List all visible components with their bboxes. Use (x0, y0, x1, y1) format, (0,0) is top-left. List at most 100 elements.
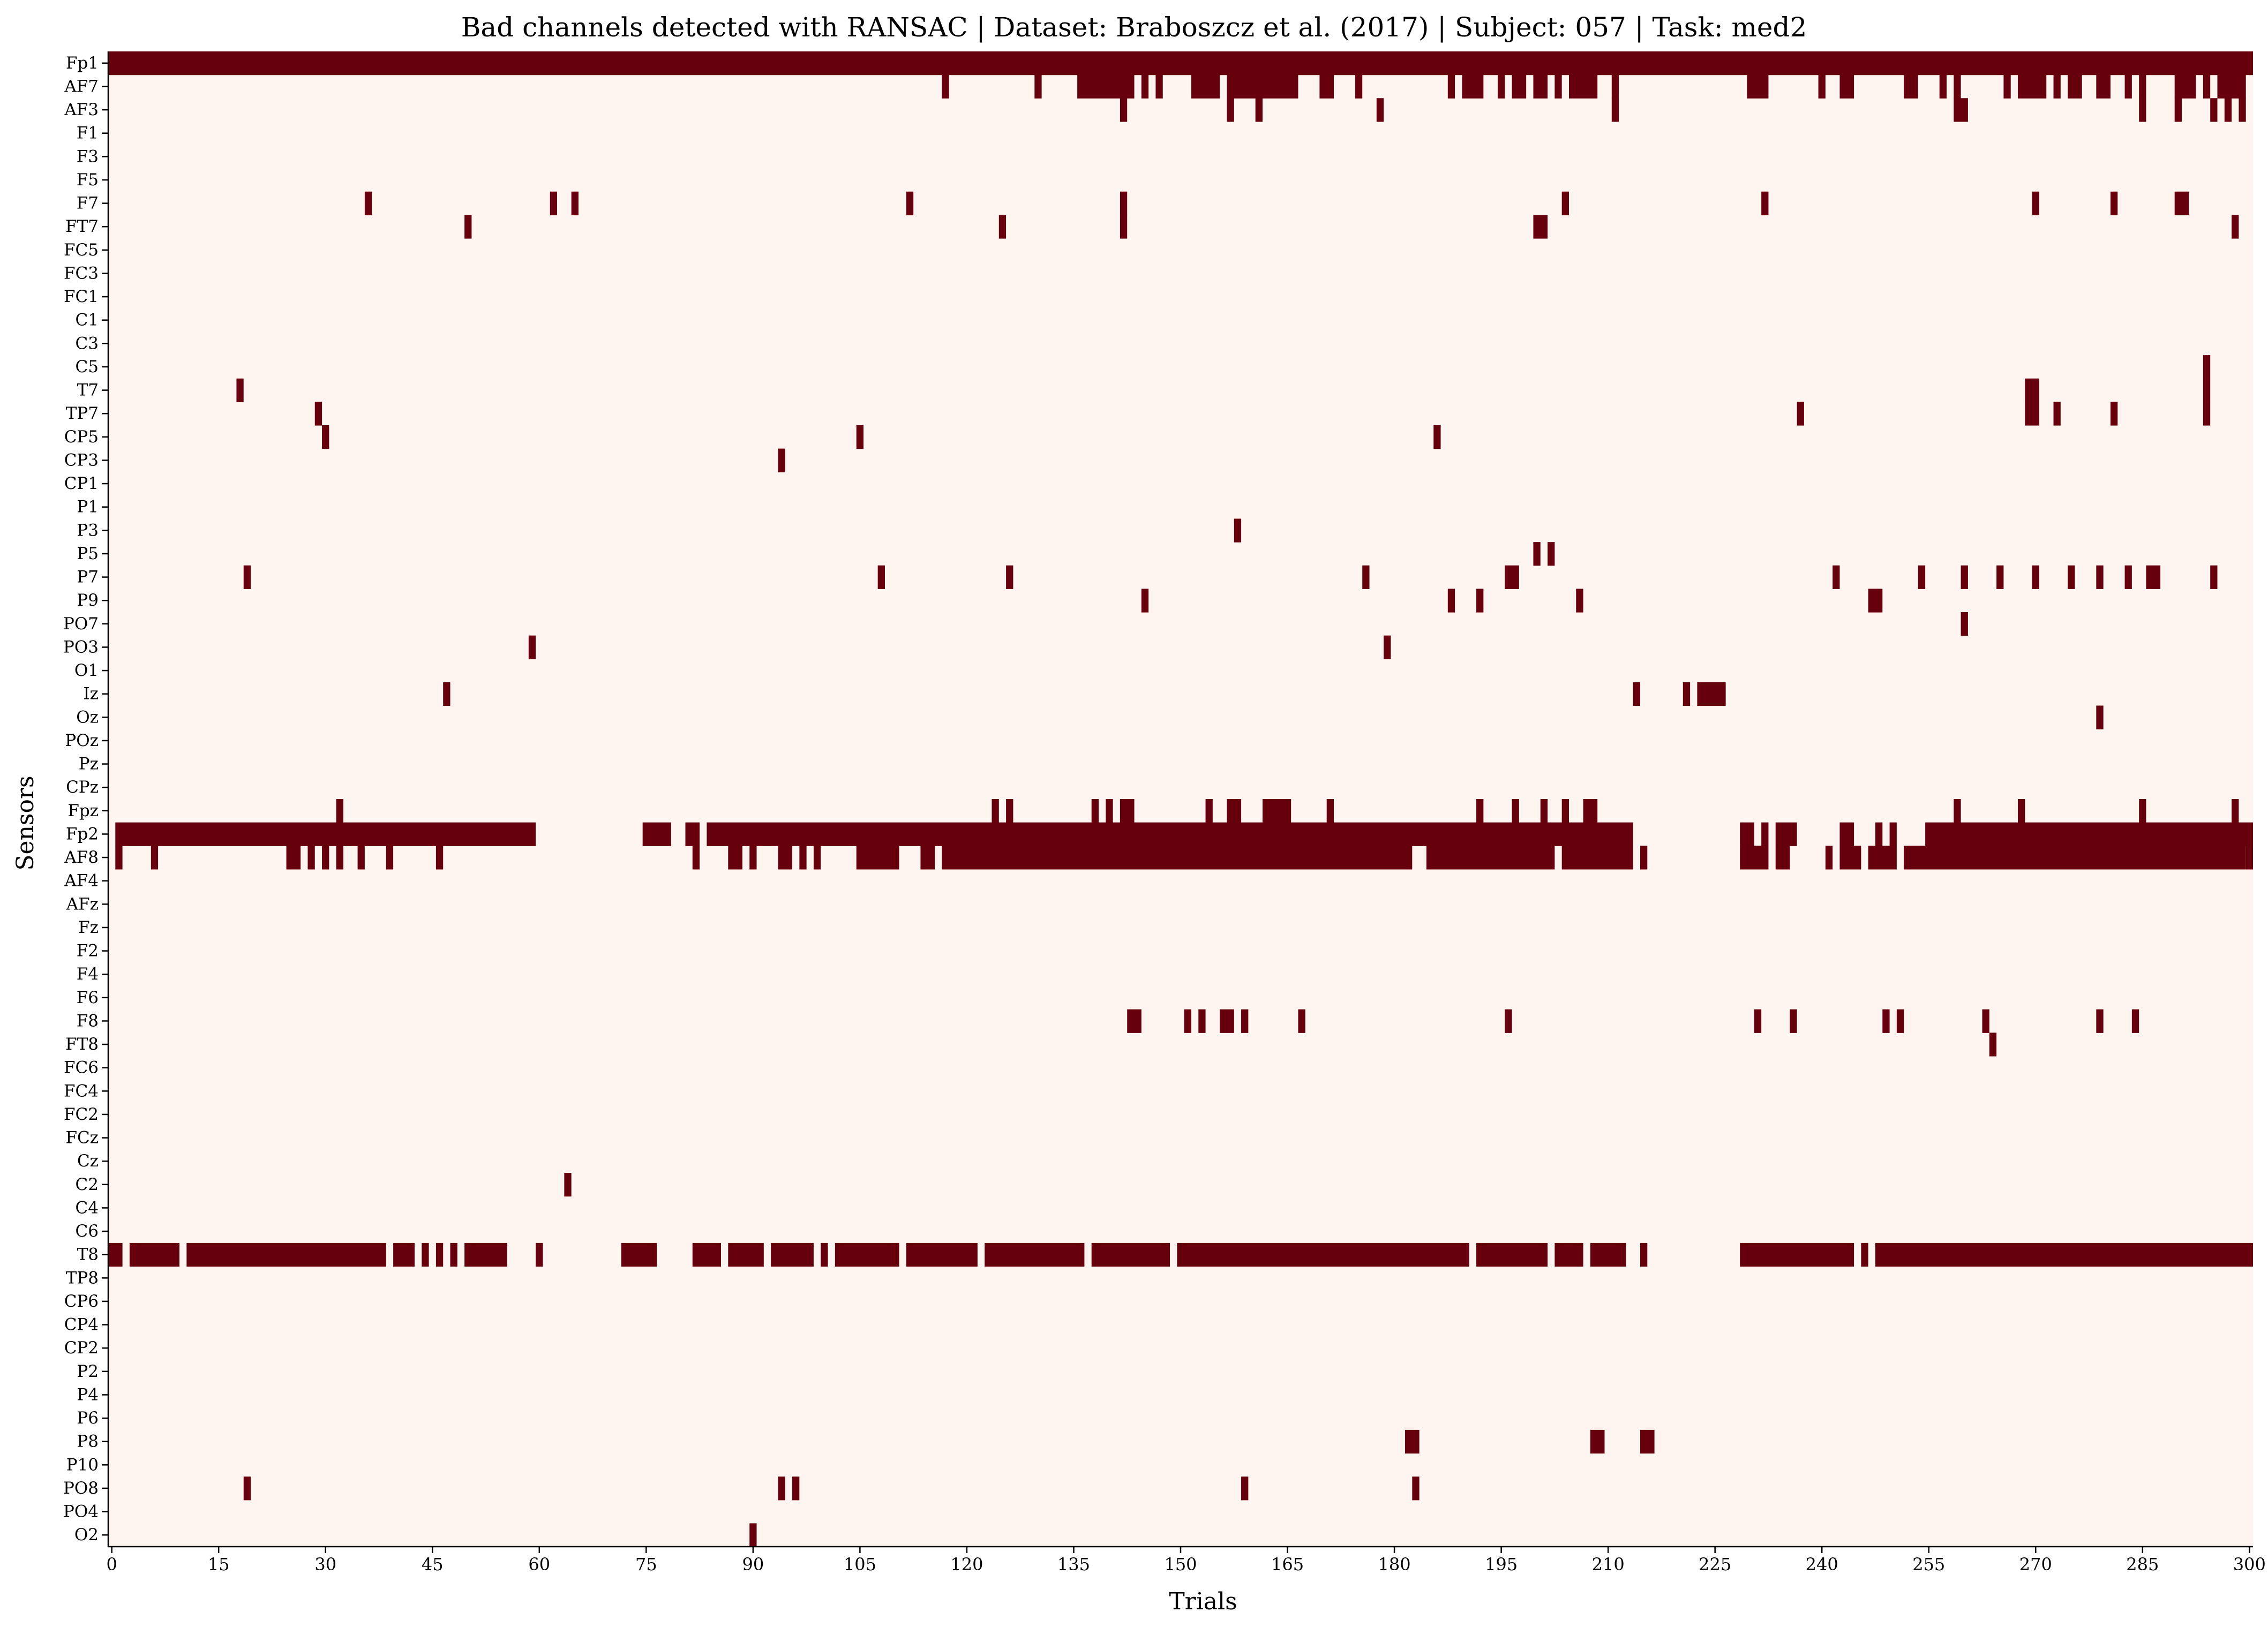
y-tick-label-P8: P8 (77, 1432, 99, 1451)
bad-cell-AF8-23 (1825, 846, 1833, 870)
y-tick-label-PO3: PO3 (63, 637, 99, 657)
bad-cell-AF7-7 (1319, 74, 1334, 99)
bad-cell-P3-0 (1234, 518, 1242, 543)
x-tick-label-30: 30 (314, 1554, 336, 1575)
y-tick-label-F5: F5 (77, 170, 99, 190)
bad-cell-TP7-5 (2203, 402, 2211, 426)
chart-title: Bad channels detected with RANSAC | Data… (461, 12, 1807, 43)
bad-cell-T8-10 (692, 1242, 721, 1267)
x-tick-label-60: 60 (528, 1554, 550, 1575)
bad-cell-AF8-20 (1640, 846, 1648, 870)
bad-cell-AF3-6 (2139, 98, 2146, 122)
bad-cell-P7-5 (1833, 565, 1840, 589)
bad-cell-Fpz-4 (1106, 799, 1113, 823)
y-tick-label-P2: P2 (77, 1362, 99, 1381)
bad-cell-AF7-23 (2003, 74, 2011, 99)
bad-cell-T8-20 (1554, 1242, 1583, 1267)
x-tick-label-225: 225 (1699, 1554, 1731, 1575)
bad-cell-F7-7 (2032, 191, 2039, 215)
bad-cell-AF7-24 (2018, 74, 2047, 99)
bad-cell-AF8-14 (813, 846, 821, 870)
bad-cell-AF8-11 (749, 846, 757, 870)
bad-cell-O2-0 (749, 1523, 757, 1547)
bad-cell-T8-21 (1590, 1242, 1626, 1267)
x-tick-label-255: 255 (1912, 1554, 1945, 1575)
y-tick-label-CPz: CPz (66, 778, 99, 797)
y-tick-label-Fpz: Fpz (67, 801, 99, 820)
bad-cell-Fp2-6 (1775, 822, 1797, 846)
bad-cell-AF7-6 (1227, 74, 1298, 99)
bad-cell-TP7-3 (2053, 402, 2061, 426)
bad-cell-T8-5 (435, 1242, 444, 1267)
bad-cell-Fpz-8 (1262, 799, 1291, 823)
bad-cell-F7-2 (571, 191, 579, 215)
y-tick-label-P1: P1 (77, 498, 99, 517)
bad-cell-AF7-10 (1462, 74, 1484, 99)
bad-cell-T8-0 (108, 1242, 123, 1267)
y-tick-label-FC1: FC1 (64, 287, 99, 306)
y-tick-label-F7: F7 (77, 194, 99, 213)
bad-cell-FT7-2 (1120, 215, 1128, 239)
bad-cell-Fpz-9 (1326, 799, 1334, 823)
bad-cell-AF7-4 (1155, 74, 1163, 99)
bad-cell-Fpz-2 (1006, 799, 1013, 823)
bad-cell-AF8-16 (920, 846, 935, 870)
bad-cell-P7-7 (1961, 565, 1968, 589)
bad-cell-AF3-4 (1611, 98, 1619, 122)
y-tick-label-F4: F4 (77, 965, 99, 984)
bad-cell-AF8-12 (778, 846, 793, 870)
bad-cell-P7-3 (1362, 565, 1370, 589)
bad-cell-AF7-3 (1141, 74, 1149, 99)
y-tick-label-FC5: FC5 (64, 240, 99, 260)
bad-cell-AF7-20 (1904, 74, 1918, 99)
y-tick-label-F3: F3 (77, 147, 99, 166)
bad-cell-P7-4 (1505, 565, 1519, 589)
bad-cell-Fpz-1 (992, 799, 999, 823)
bad-cell-Fpz-18 (2232, 799, 2239, 823)
bad-cell-PO8-1 (778, 1477, 785, 1501)
bad-cell-F8-6 (1505, 1009, 1512, 1033)
bad-cell-AF8-0 (115, 846, 123, 870)
bad-cell-T8-19 (1476, 1242, 1548, 1267)
bad-cell-AF7-12 (1512, 74, 1527, 99)
bad-cell-PO7-0 (1961, 612, 1968, 636)
bad-cell-T7-2 (2203, 378, 2211, 402)
y-tick-label-P7: P7 (77, 568, 99, 587)
bad-cell-AF8-3 (307, 846, 315, 870)
y-tick-label-AF8: AF8 (64, 848, 99, 867)
x-tick-label-135: 135 (1057, 1554, 1090, 1575)
bad-cell-AF8-17 (942, 846, 1413, 870)
bad-cell-Fp2-9 (1889, 822, 1897, 846)
bad-cell-AF8-8 (435, 846, 444, 870)
bad-cell-AF7-5 (1191, 74, 1220, 99)
y-tick-label-FC4: FC4 (64, 1081, 99, 1101)
bad-cell-F8-5 (1298, 1009, 1305, 1033)
bad-cell-AF8-18 (1426, 846, 1555, 870)
bad-cell-AF7-31 (2203, 74, 2211, 99)
bad-cell-T8-2 (186, 1242, 386, 1267)
bad-cell-AF3-0 (1120, 98, 1128, 122)
bad-cell-AF7-9 (1447, 74, 1455, 99)
bad-cell-CP5-1 (856, 425, 864, 449)
x-tick-label-105: 105 (844, 1554, 876, 1575)
bad-cell-P7-0 (243, 565, 251, 589)
bad-cell-P9-3 (1576, 589, 1583, 613)
bad-cell-AF7-21 (1939, 74, 1947, 99)
bad-cell-Fpz-10 (1476, 799, 1484, 823)
bad-cell-P7-11 (2096, 565, 2104, 589)
bad-cell-T8-4 (422, 1242, 429, 1267)
bad-cell-AF7-14 (1554, 74, 1562, 99)
bad-cell-F7-8 (2110, 191, 2118, 215)
bad-cell-F8-3 (1220, 1009, 1234, 1033)
bad-cell-Fpz-5 (1120, 799, 1135, 823)
bad-cell-T8-3 (393, 1242, 415, 1267)
y-tick-label-PO4: PO4 (63, 1502, 99, 1521)
bad-cell-AF8-2 (286, 846, 301, 870)
bad-cell-AF3-1 (1227, 98, 1234, 122)
bad-cell-Fp1-0 (108, 51, 2253, 76)
y-tick-label-FC2: FC2 (64, 1105, 99, 1124)
bad-cell-F8-7 (1754, 1009, 1762, 1033)
bad-cell-P7-1 (877, 565, 885, 589)
y-axis-label: Sensors (12, 775, 39, 870)
